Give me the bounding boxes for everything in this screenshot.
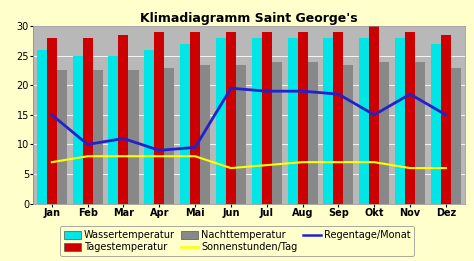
Bar [200, 64, 210, 204]
Bar [344, 64, 354, 204]
Bar [272, 62, 282, 204]
Bar [431, 44, 441, 204]
Legend: Wassertemperatur, Tagestemperatur, Nachttemperatur, Sonnenstunden/Tag, Regentage: Wassertemperatur, Tagestemperatur, Nacht… [60, 226, 414, 256]
Bar [298, 32, 308, 204]
Bar [118, 35, 128, 204]
Bar [451, 68, 461, 204]
Bar [379, 62, 389, 204]
Bar [190, 32, 200, 204]
Bar [415, 62, 425, 204]
Bar [144, 50, 154, 204]
Bar [154, 32, 164, 204]
Bar [128, 70, 138, 204]
Bar [369, 26, 379, 204]
Bar [226, 32, 236, 204]
Bar [262, 32, 272, 204]
Bar [359, 38, 369, 204]
Bar [252, 38, 262, 204]
Bar [216, 38, 226, 204]
Bar [441, 35, 451, 204]
Bar [180, 44, 190, 204]
Bar [164, 68, 174, 204]
Bar [395, 38, 405, 204]
Bar [82, 38, 92, 204]
Bar [109, 56, 118, 204]
Bar [73, 56, 82, 204]
Bar [37, 50, 47, 204]
Bar [57, 70, 67, 204]
Bar [333, 32, 344, 204]
Bar [323, 38, 333, 204]
Title: Klimadiagramm Saint George's: Klimadiagramm Saint George's [140, 12, 358, 25]
Bar [236, 64, 246, 204]
Bar [308, 62, 318, 204]
Bar [92, 70, 103, 204]
Bar [288, 38, 298, 204]
Bar [405, 32, 415, 204]
Bar [47, 38, 57, 204]
